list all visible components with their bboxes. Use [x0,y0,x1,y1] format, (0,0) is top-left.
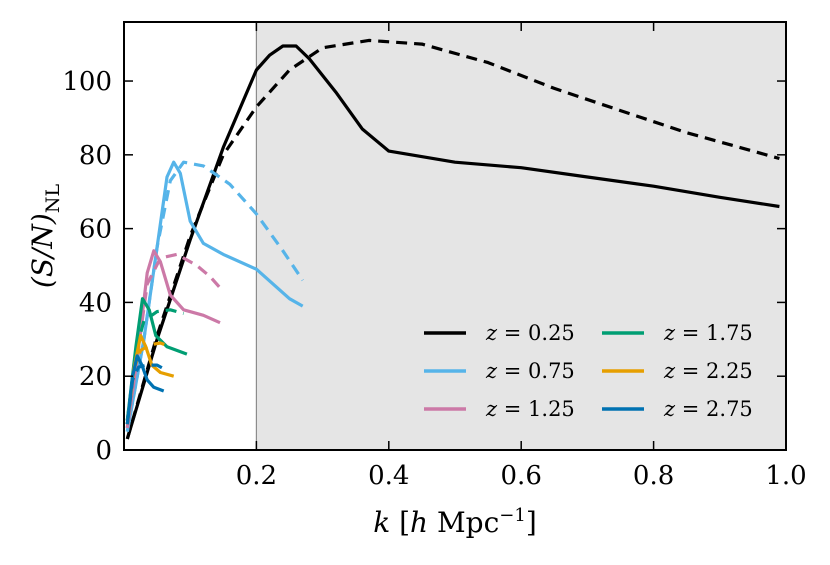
y-tick-label: 20 [79,362,112,392]
legend-item: z = 0.75 [424,359,575,383]
y-tick-label: 60 [79,215,112,245]
series-0-75 [125,160,305,432]
legend-item: z = 1.25 [424,397,575,421]
legend-label: z = 2.25 [663,359,753,383]
series-line-solid [125,160,304,432]
plot-frame [123,21,787,451]
tick-layer: 0.2 0.4 0.6 0.8 1.0 0 20 40 60 80 100 [62,22,807,491]
y-tick-label: 40 [79,288,112,318]
series-line-dashed [125,252,222,429]
x-tick-label: 0.2 [236,461,277,491]
legend-label: z = 0.25 [485,321,575,345]
legend-label: z = 2.75 [663,397,753,421]
x-tick-label: 1.0 [765,461,806,491]
x-tick-label: 0.6 [501,461,542,491]
y-tick-label: 100 [62,67,112,97]
legend-label: z = 0.75 [485,359,575,383]
x-tick-label: 0.4 [368,461,409,491]
legend-item: z = 2.75 [602,397,753,421]
legend-item: z = 1.75 [602,321,753,345]
legend-label: z = 1.25 [485,397,575,421]
shaded-region [256,22,786,450]
x-tick-label: 0.8 [633,461,674,491]
legend-label: z = 1.75 [663,321,753,345]
series-0-25 [125,38,780,440]
legend-item: z = 2.25 [602,359,753,383]
x-axis-label: k [h Mpc−1] [373,505,537,539]
y-tick-label: 80 [79,141,112,171]
y-axis-label: (S/N)NL [26,184,64,289]
legend: z = 0.25 z = 0.75 z = 1.25 z = 1.75 z = 2.25… [424,321,753,421]
series-line-solid [125,44,780,440]
y-tick-label: 0 [95,436,112,466]
series-line-solid [125,297,188,421]
shaded-region-layer [255,22,786,450]
legend-item: z = 0.25 [424,321,575,345]
